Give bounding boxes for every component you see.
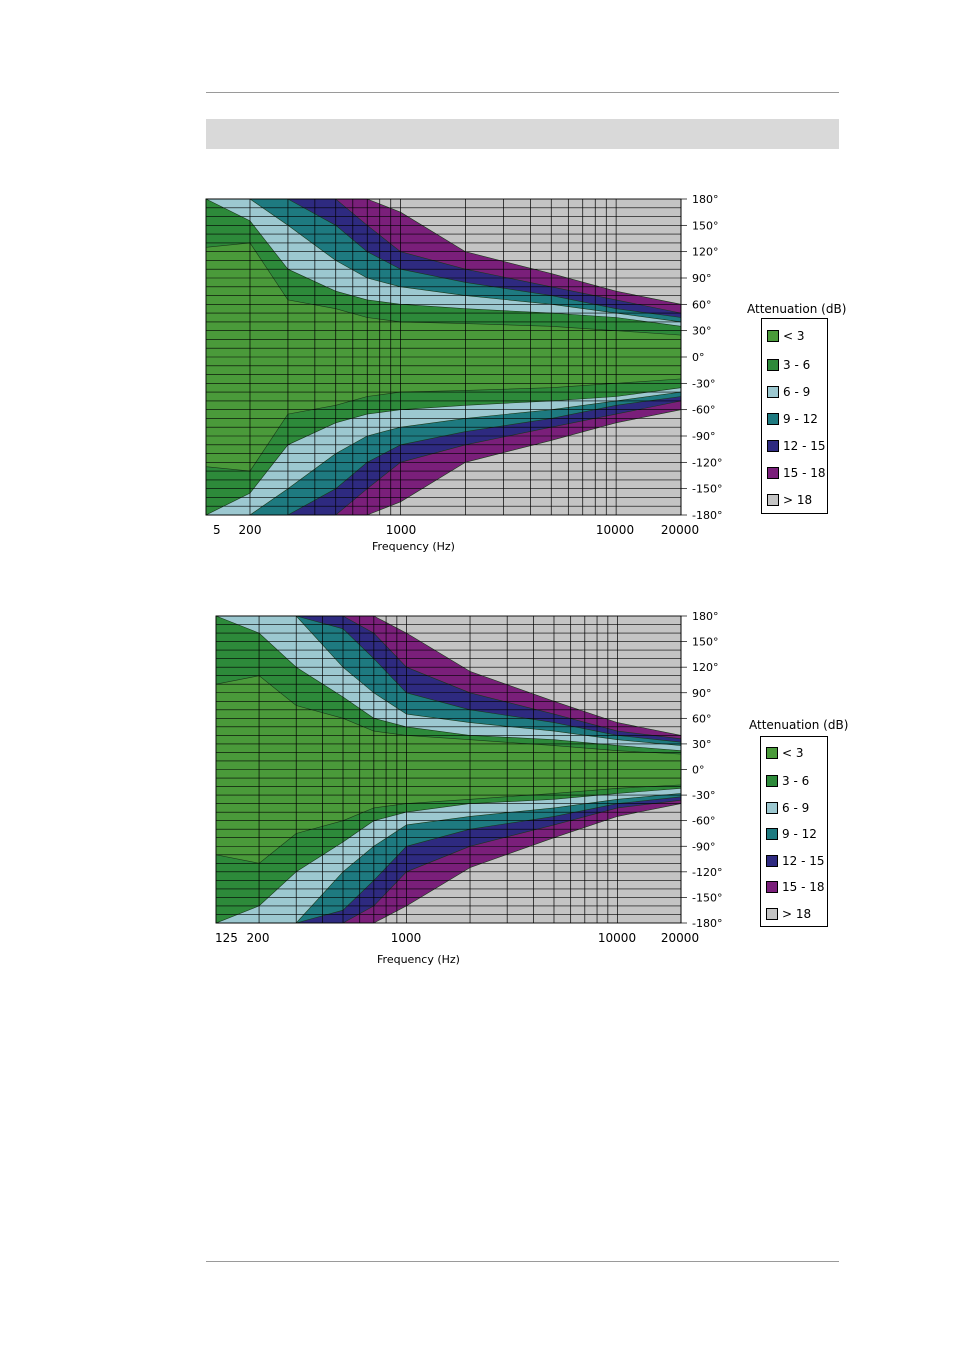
legend-swatch-gt18 [767, 494, 779, 506]
legend-title-1: Attenuation (dB) [747, 302, 847, 316]
legend-swatch-3-6 [767, 359, 779, 371]
bottom-rule [206, 1261, 839, 1262]
y-tick-label: 60° [692, 298, 712, 311]
y-tick-label: 60° [692, 712, 712, 725]
legend-label: 12 - 15 [783, 439, 826, 453]
y-tick-label: 30° [692, 325, 712, 338]
x-axis-label: Frequency (Hz) [377, 953, 460, 966]
legend-label: < 3 [783, 329, 805, 343]
legend-2: < 3 3 - 6 6 - 9 9 - 12 12 - 15 15 - 18 >… [760, 736, 828, 927]
y-tick-label: -90° [692, 840, 715, 853]
legend-label: > 18 [783, 493, 813, 507]
legend-1: < 3 3 - 6 6 - 9 9 - 12 12 - 15 15 - 18 >… [761, 318, 828, 514]
legend-label: 15 - 18 [783, 466, 826, 480]
y-tick-label: -90° [692, 430, 715, 443]
section-header-band [206, 119, 839, 149]
x-tick-label: 20000 [661, 931, 699, 945]
x-tick-label: 1000 [386, 523, 417, 537]
y-tick-label: 180° [692, 610, 719, 623]
x-tick-label: 10000 [596, 523, 634, 537]
x-tick-label: 1000 [391, 931, 422, 945]
legend-label: 9 - 12 [783, 412, 818, 426]
y-tick-label: -180° [692, 917, 722, 930]
y-tick-label: -180° [692, 509, 722, 522]
legend-swatch-9-12 [766, 828, 778, 840]
y-tick-label: -150° [692, 483, 722, 496]
y-tick-label: -60° [692, 815, 715, 828]
y-tick-label: -30° [692, 377, 715, 390]
y-tick-label: 0° [692, 764, 705, 777]
y-tick-label: 90° [692, 272, 712, 285]
y-tick-label: -150° [692, 891, 722, 904]
legend-swatch-15-18 [766, 881, 778, 893]
legend-label: 6 - 9 [782, 801, 810, 815]
legend-swatch-3-6 [766, 775, 778, 787]
y-tick-label: 150° [692, 636, 719, 649]
y-tick-label: 180° [692, 193, 719, 206]
y-tick-label: 150° [692, 219, 719, 232]
legend-label: 3 - 6 [782, 774, 810, 788]
x-tick-label: 10000 [598, 931, 636, 945]
legend-swatch-lt3 [767, 330, 779, 342]
y-tick-label: 120° [692, 661, 719, 674]
x-tick-label: 200 [239, 523, 262, 537]
legend-swatch-lt3 [766, 747, 778, 759]
legend-swatch-12-15 [766, 855, 778, 867]
legend-swatch-6-9 [766, 802, 778, 814]
legend-label: 9 - 12 [782, 827, 817, 841]
y-tick-label: 30° [692, 738, 712, 751]
legend-swatch-12-15 [767, 440, 779, 452]
top-rule [206, 92, 839, 93]
legend-swatch-9-12 [767, 413, 779, 425]
y-tick-label: -120° [692, 866, 722, 879]
y-tick-label: -120° [692, 456, 722, 469]
legend-label: > 18 [782, 907, 812, 921]
y-tick-label: 120° [692, 246, 719, 259]
y-tick-label: -30° [692, 789, 715, 802]
legend-label: 12 - 15 [782, 854, 825, 868]
legend-swatch-15-18 [767, 467, 779, 479]
x-axis-label: Frequency (Hz) [372, 540, 455, 553]
x-tick-label: 200 [247, 931, 270, 945]
y-tick-label: 90° [692, 687, 712, 700]
legend-label: 6 - 9 [783, 385, 811, 399]
legend-label: 15 - 18 [782, 880, 825, 894]
legend-label: 3 - 6 [783, 358, 811, 372]
legend-label: < 3 [782, 746, 804, 760]
y-tick-label: 0° [692, 351, 705, 364]
x-tick-label: 5 [213, 523, 221, 537]
x-tick-label: 125 [215, 931, 238, 945]
legend-swatch-gt18 [766, 908, 778, 920]
y-tick-label: -60° [692, 404, 715, 417]
legend-title-2: Attenuation (dB) [749, 718, 849, 732]
x-tick-label: 20000 [661, 523, 699, 537]
legend-swatch-6-9 [767, 386, 779, 398]
